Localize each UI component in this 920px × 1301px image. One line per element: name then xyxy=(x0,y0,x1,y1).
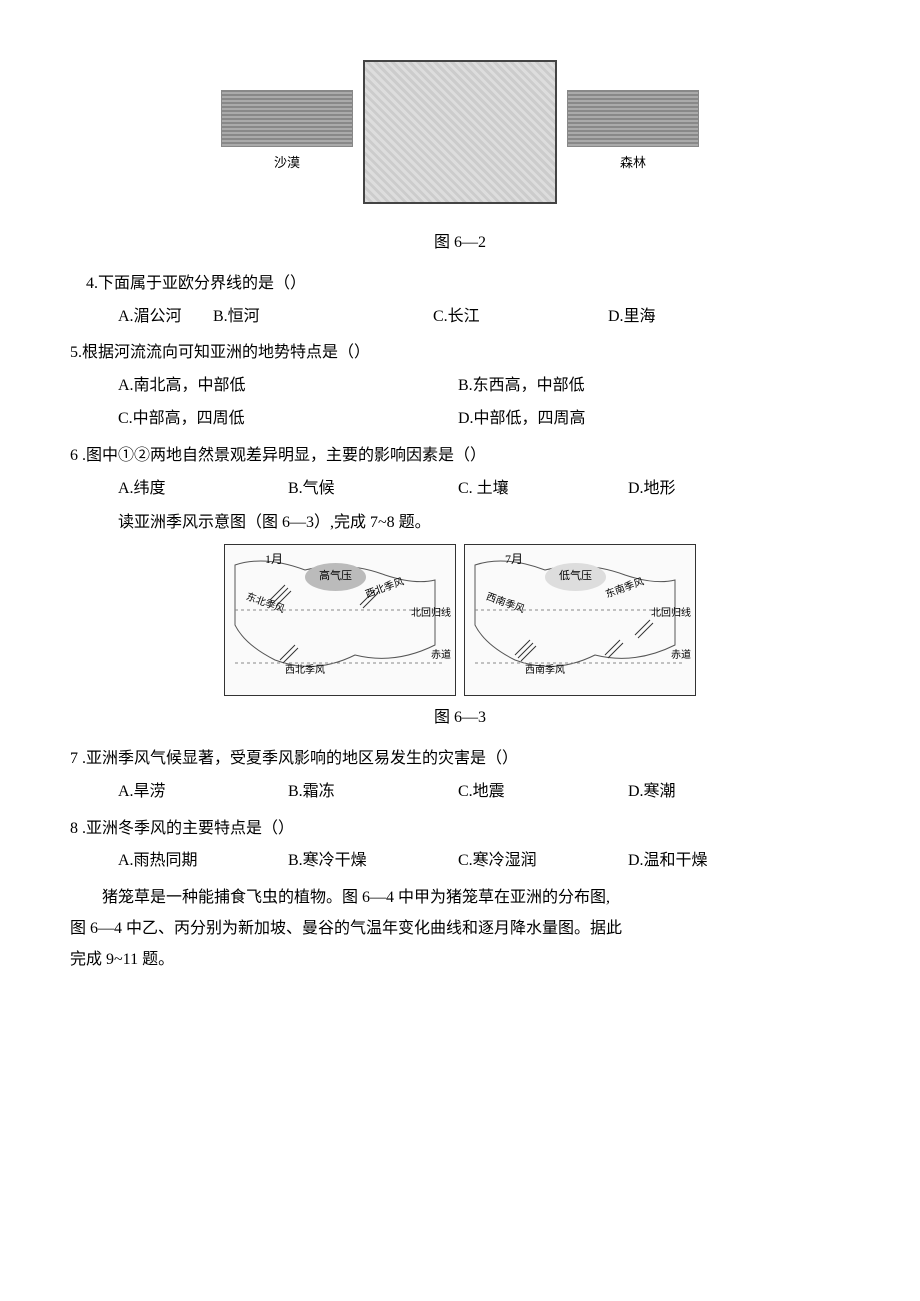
fig-6-3-left-tropic: 北回归线 xyxy=(411,605,451,623)
fig-6-3-left-wind-sw: 西北季风 xyxy=(285,662,325,680)
question-7-options: A.旱涝 B.霜冻 C.地震 D.寒潮 xyxy=(118,778,850,807)
question-5-option-d: D.中部低，四周高 xyxy=(458,405,798,434)
question-4-text: 4.下面属于亚欧分界线的是（） xyxy=(70,270,850,299)
question-7-option-a: A.旱涝 xyxy=(118,778,288,807)
fig-6-3-right-month: 7月 xyxy=(505,549,523,571)
figure-6-2-right-label: 森林 xyxy=(620,151,646,174)
intro-9-11-line2: 图 6—4 中乙、丙分别为新加坡、曼谷的气温年变化曲线和逐月降水量图。据此 xyxy=(70,915,850,944)
fig-6-3-right-tropic: 北回归线 xyxy=(651,605,691,623)
fig-6-3-right-wind-sw2: 西南季风 xyxy=(525,662,565,680)
question-5-option-a: A.南北高，中部低 xyxy=(118,372,458,401)
question-5-option-c: C.中部高，四周低 xyxy=(118,405,458,434)
fig-6-3-left-equator: 赤道 xyxy=(431,647,451,665)
fig-6-3-left-month: 1月 xyxy=(265,549,283,571)
figure-6-3: 1月 高气压 北回归线 赤道 西北季风 东北季风 西北季风 7月 低气压 北回归… xyxy=(70,544,850,696)
figure-6-2: 沙漠 森林 xyxy=(70,60,850,204)
figure-6-3-left-map: 1月 高气压 北回归线 赤道 西北季风 东北季风 西北季风 xyxy=(224,544,456,696)
intro-9-11-line3: 完成 9~11 题。 xyxy=(70,946,850,975)
figure-6-2-center-map xyxy=(363,60,557,204)
question-6-option-b: B.气候 xyxy=(288,475,458,504)
question-7-option-c: C.地震 xyxy=(458,778,628,807)
question-8-option-b: B.寒冷干燥 xyxy=(288,847,458,876)
intro-9-11-line1: 猪笼草是一种能捕食飞虫的植物。图 6—4 中甲为猪笼草在亚洲的分布图, xyxy=(70,884,850,913)
question-4-option-b: B.恒河 xyxy=(213,303,433,332)
intro-7-8: 读亚洲季风示意图（图 6—3）,完成 7~8 题。 xyxy=(118,509,850,538)
question-6-option-a: A.纬度 xyxy=(118,475,288,504)
question-8-options: A.雨热同期 B.寒冷干燥 C.寒冷湿润 D.温和干燥 xyxy=(118,847,850,876)
fig-6-3-right-pressure: 低气压 xyxy=(545,563,606,591)
question-4-option-c: C.长江 xyxy=(433,303,608,332)
question-4-option-d: D.里海 xyxy=(608,303,656,332)
figure-6-2-caption: 图 6—2 xyxy=(70,229,850,258)
question-8-option-c: C.寒冷湿润 xyxy=(458,847,628,876)
figure-6-2-left-label: 沙漠 xyxy=(274,151,300,174)
question-6-option-d: D.地形 xyxy=(628,475,798,504)
question-6-option-c: C. 土壤 xyxy=(458,475,628,504)
figure-6-2-left-image xyxy=(221,90,353,147)
question-5-options: A.南北高，中部低 B.东西高，中部低 C.中部高，四周低 D.中部低，四周高 xyxy=(118,372,850,434)
fig-6-3-left-pressure: 高气压 xyxy=(305,563,366,591)
question-6-text: 6 .图中①②两地自然景观差异明显，主要的影响因素是（） xyxy=(70,442,850,471)
question-7-option-d: D.寒潮 xyxy=(628,778,798,807)
question-7-option-b: B.霜冻 xyxy=(288,778,458,807)
question-8-option-a: A.雨热同期 xyxy=(118,847,288,876)
figure-6-3-caption: 图 6—3 xyxy=(70,704,850,733)
figure-6-2-right-image xyxy=(567,90,699,147)
question-6-options: A.纬度 B.气候 C. 土壤 D.地形 xyxy=(118,475,850,504)
question-8-option-d: D.温和干燥 xyxy=(628,847,798,876)
figure-6-3-right-map: 7月 低气压 北回归线 赤道 东南季风 西南季风 西南季风 xyxy=(464,544,696,696)
question-4-options: A.湄公河 B.恒河 C.长江 D.里海 xyxy=(118,303,850,332)
question-5-text: 5.根据河流流向可知亚洲的地势特点是（） xyxy=(70,339,850,368)
fig-6-3-right-equator: 赤道 xyxy=(671,647,691,665)
question-4-option-a: A.湄公河 xyxy=(118,303,213,332)
question-7-text: 7 .亚洲季风气候显著，受夏季风影响的地区易发生的灾害是（） xyxy=(70,745,850,774)
question-8-text: 8 .亚洲冬季风的主要特点是（） xyxy=(70,815,850,844)
question-5-option-b: B.东西高，中部低 xyxy=(458,372,798,401)
